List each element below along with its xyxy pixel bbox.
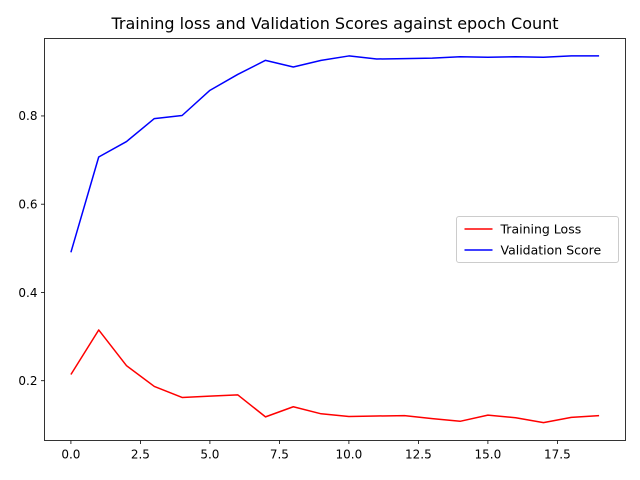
chart-title: Training loss and Validation Scores agai… [110,14,558,33]
legend: Training Loss Validation Score [456,216,619,263]
plot-frame [44,38,626,441]
x-tick-label: 17.5 [544,448,571,462]
x-tick-label: 15.0 [475,448,502,462]
x-tick-label: 2.5 [131,448,150,462]
x-axis: 0.0 2.5 5.0 7.5 10.0 12.5 15.0 17.5 [61,440,571,462]
x-tick-label: 5.0 [200,448,219,462]
y-tick-label: 0.2 [18,374,37,388]
y-axis: 0.2 0.4 0.6 0.8 [18,109,45,388]
x-tick-label: 12.5 [405,448,432,462]
x-tick-label: 7.5 [270,448,289,462]
legend-label: Training Loss [500,222,582,237]
plot-area [44,38,626,441]
legend-box [456,216,619,263]
series-line [70,329,600,424]
x-tick-label: 0.0 [61,448,80,462]
series-layer [70,55,600,424]
x-tick-label: 10.0 [336,448,363,462]
series-line [70,55,600,253]
y-tick-label: 0.8 [18,109,37,123]
y-tick-label: 0.6 [18,197,37,211]
y-tick-label: 0.4 [18,286,37,300]
legend-label: Validation Score [501,243,602,258]
